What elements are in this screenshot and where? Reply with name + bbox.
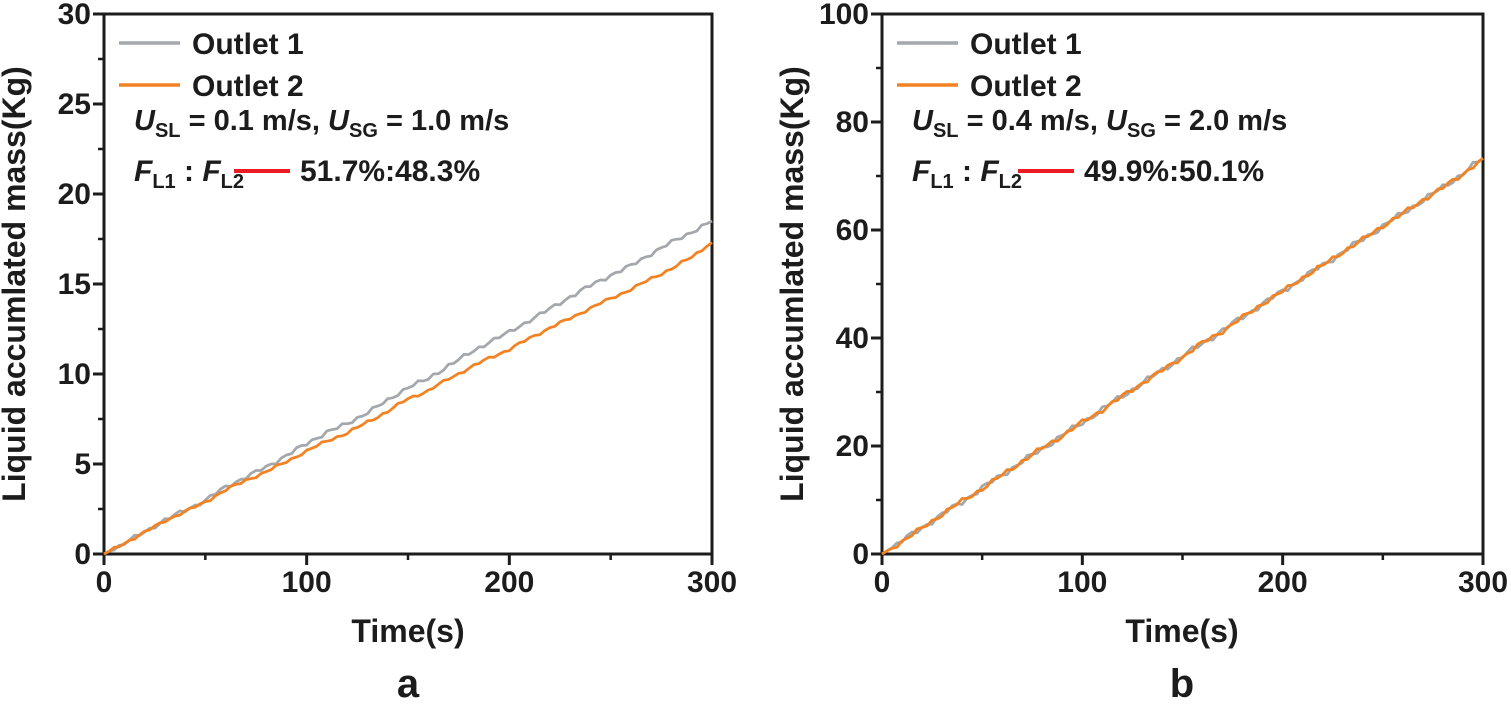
ratio-annotation-value: 51.7%:48.3% bbox=[300, 155, 480, 188]
minor-ticks bbox=[876, 66, 1385, 560]
minor-ticks bbox=[98, 57, 612, 560]
plot-area-b: 0 100 200 300 0 20 40 60 80 100 bbox=[819, 0, 1508, 599]
y-tick-label: 20 bbox=[836, 430, 869, 463]
y-tick-label: 0 bbox=[852, 538, 869, 571]
y-tick-label: 10 bbox=[58, 358, 91, 391]
legend-label-outlet2: Outlet 2 bbox=[970, 70, 1082, 103]
y-tick-label: 30 bbox=[58, 0, 91, 31]
series-line-outlet-2 bbox=[881, 157, 1484, 556]
major-ticks bbox=[871, 12, 1485, 565]
y-tick-label: 80 bbox=[836, 106, 869, 139]
x-tick-label: 300 bbox=[1458, 566, 1508, 599]
panel-letter: a bbox=[397, 662, 420, 706]
x-tick-label: 300 bbox=[687, 566, 737, 599]
y-tick-label: 20 bbox=[58, 178, 91, 211]
series-line-outlet-2 bbox=[103, 241, 713, 556]
major-ticks bbox=[93, 12, 714, 565]
series-line-outlet-1 bbox=[103, 219, 713, 556]
y-tick-label: 15 bbox=[58, 268, 91, 301]
legend-label-outlet2: Outlet 2 bbox=[192, 70, 304, 103]
legend-label-outlet1: Outlet 1 bbox=[192, 28, 304, 61]
ratio-annotation-symbols: FL1 : FL2 bbox=[134, 155, 244, 193]
x-tick-label: 0 bbox=[874, 566, 891, 599]
x-axis-label: Time(s) bbox=[1125, 613, 1238, 649]
legend-label-outlet1: Outlet 1 bbox=[970, 28, 1082, 61]
y-tick-label: 100 bbox=[819, 0, 869, 31]
ratio-annotation-value: 49.9%:50.1% bbox=[1084, 155, 1264, 188]
y-tick-label: 25 bbox=[58, 88, 91, 121]
plot-area-a: 0 100 200 300 0 5 10 15 20 25 30 bbox=[58, 0, 737, 599]
y-tick-label: 60 bbox=[836, 214, 869, 247]
y-axis-label: Liquid accumlated mass(Kg) bbox=[0, 66, 32, 502]
panel-letter: b bbox=[1170, 662, 1194, 706]
x-tick-label: 100 bbox=[1057, 566, 1107, 599]
y-tick-label: 5 bbox=[74, 448, 91, 481]
x-axis-label: Time(s) bbox=[351, 613, 464, 649]
y-tick-label: 0 bbox=[74, 538, 91, 571]
condition-annotation: USL = 0.1 m/s, USG = 1.0 m/s bbox=[134, 105, 509, 142]
y-tick-label: 40 bbox=[836, 322, 869, 355]
x-tick-label: 0 bbox=[96, 566, 113, 599]
x-tick-label: 200 bbox=[1258, 566, 1308, 599]
ratio-annotation-symbols: FL1 : FL2 bbox=[912, 155, 1022, 193]
x-tick-label: 100 bbox=[282, 566, 332, 599]
x-tick-label: 200 bbox=[484, 566, 534, 599]
chart-panel-a: 0 100 200 300 0 5 10 15 20 25 30 Liquid accumlated… bbox=[0, 0, 737, 706]
chart-panel-b: 0 100 200 300 0 20 40 60 80 100 Liquid accumlated… bbox=[774, 0, 1508, 706]
condition-annotation: USL = 0.4 m/s, USG = 2.0 m/s bbox=[912, 105, 1287, 142]
y-axis-label: Liquid accumlated mass(Kg) bbox=[774, 66, 810, 502]
